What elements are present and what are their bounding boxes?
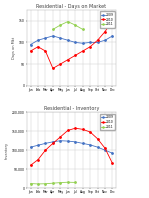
Y-axis label: Inventory: Inventory (5, 142, 9, 159)
Legend: 2009, 2010, 2011: 2009, 2010, 2011 (100, 114, 115, 130)
Legend: 2009, 2010, 2011: 2009, 2010, 2011 (100, 11, 115, 28)
Title: Residential - Inventory: Residential - Inventory (44, 106, 99, 111)
Title: Residential - Days on Market: Residential - Days on Market (37, 4, 107, 9)
Y-axis label: Days on Mkt: Days on Mkt (12, 37, 16, 59)
